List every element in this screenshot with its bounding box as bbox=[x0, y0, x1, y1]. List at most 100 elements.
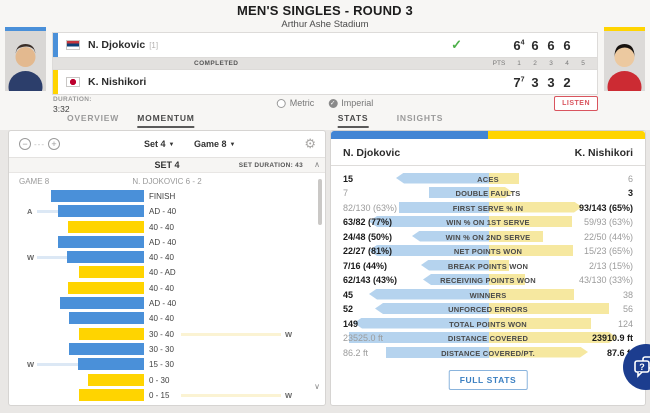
stat-value-p2: 22/50 (44%) bbox=[583, 231, 633, 242]
player1-set-scores: 64 6 6 6 bbox=[487, 38, 591, 53]
set-selector-label: Set 4 bbox=[144, 139, 166, 149]
stat-value-p2: 59/93 (63%) bbox=[583, 217, 633, 227]
momentum-bar-p1 bbox=[51, 190, 144, 202]
momentum-chart: FINISH AD - 40 A 40 - 40 AD - 40 40 - 40 W 40 -… bbox=[9, 189, 325, 405]
stat-value-p1: 45 bbox=[343, 289, 354, 300]
point-score-label: 40 - 40 bbox=[149, 222, 174, 232]
set-column-label: 3 bbox=[549, 60, 553, 67]
zoom-in-button[interactable] bbox=[48, 138, 60, 150]
stat-bar-p1 bbox=[375, 303, 489, 314]
stat-bar-p1 bbox=[349, 332, 489, 343]
momentum-row: 30 - 30 bbox=[9, 342, 325, 357]
point-score-label: 15 - 30 bbox=[149, 360, 174, 370]
stat-value-p1: 149 bbox=[343, 318, 359, 329]
stat-value-p1: 24/48 (50%) bbox=[343, 231, 393, 242]
momentum-bar-p1 bbox=[69, 312, 144, 325]
momentum-row: FINISH bbox=[9, 189, 325, 204]
momentum-row: 0 - 30 bbox=[9, 373, 325, 388]
marker-winner: W bbox=[285, 329, 293, 339]
momentum-bar-p2 bbox=[79, 327, 144, 340]
stat-value-p2: 124 bbox=[617, 318, 633, 329]
tab-overview[interactable]: OVERVIEW bbox=[66, 113, 120, 123]
stat-bar-p1 bbox=[421, 259, 489, 271]
stat-bar-p2 bbox=[489, 332, 617, 343]
stat-value-p2: 3 bbox=[627, 188, 633, 198]
stat-row: RECEIVING POINTS WON 62/143 (43%) 43/130 (… bbox=[331, 273, 645, 288]
player1-accent-bar bbox=[53, 33, 58, 57]
set-column-label: 2 bbox=[533, 60, 537, 67]
stat-label: WIN % ON 1ST SERVE bbox=[446, 218, 530, 227]
tab-stats[interactable]: STATS bbox=[337, 113, 369, 128]
point-score-label: 40 - 40 bbox=[149, 283, 174, 293]
scroll-up-icon[interactable] bbox=[314, 160, 320, 169]
momentum-bar-p2 bbox=[68, 281, 144, 294]
marker-winner: W bbox=[27, 253, 35, 263]
stat-row: UNFORCED ERRORS 52 56 bbox=[331, 302, 645, 317]
point-score-label: 0 - 30 bbox=[149, 375, 170, 385]
stat-bar-p2 bbox=[489, 245, 573, 256]
marker-line bbox=[181, 393, 281, 397]
stat-bar-p2 bbox=[489, 317, 591, 329]
japan-flag-icon bbox=[66, 77, 80, 87]
settings-gear-icon[interactable] bbox=[304, 137, 316, 150]
stat-bar-p1 bbox=[386, 346, 489, 358]
stat-bar-p2 bbox=[489, 230, 543, 242]
set-title: SET 4 bbox=[154, 160, 180, 170]
stat-bar-p1 bbox=[429, 187, 489, 198]
momentum-bar-p2 bbox=[79, 266, 144, 279]
set-selector-dropdown[interactable]: Set 4 bbox=[144, 139, 174, 149]
player1-photo bbox=[5, 27, 46, 91]
duration-block: DURATION: 3:32 bbox=[53, 96, 92, 114]
stat-label: ACES bbox=[477, 174, 499, 184]
stat-row: WIN % ON 2ND SERVE 24/48 (50%) 22/50 (44%) bbox=[331, 229, 645, 244]
point-score-label: 40 - 40 bbox=[149, 253, 174, 263]
player1-name: N. Djokovic bbox=[88, 39, 146, 51]
momentum-bar-p2 bbox=[88, 373, 144, 386]
scrollbar-thumb[interactable] bbox=[318, 179, 322, 225]
stat-row: DISTANCE COVERED 23525.0 ft 23910.9 ft bbox=[331, 331, 645, 346]
listen-button[interactable]: LISTEN bbox=[554, 96, 598, 111]
player2-row: K. Nishikori 77 3 3 2 bbox=[52, 69, 598, 95]
full-stats-button[interactable]: FULL STATS bbox=[448, 370, 528, 390]
momentum-row: AD - 40 A bbox=[9, 204, 325, 219]
point-score-label: FINISH bbox=[149, 192, 176, 201]
set-score-cell: 3 bbox=[531, 74, 539, 90]
stats-topbar-p1 bbox=[331, 131, 488, 139]
metric-option[interactable]: Metric bbox=[276, 98, 314, 108]
stat-label: UNFORCED ERRORS bbox=[448, 305, 528, 314]
pts-cell bbox=[487, 38, 511, 53]
stat-value-p1: 15 bbox=[343, 173, 354, 184]
stat-label: DISTANCE COVERED/PT. bbox=[441, 348, 535, 358]
set-score-cell: 6 bbox=[547, 37, 555, 53]
tiebreak-score: 7 bbox=[520, 76, 525, 84]
stat-value-p2: 56 bbox=[622, 304, 633, 314]
stat-value-p1: 7/16 (44%) bbox=[343, 260, 388, 271]
stats-topbar bbox=[331, 131, 645, 139]
point-score-label: 40 - 40 bbox=[149, 314, 174, 324]
set-score-cell: 2 bbox=[563, 74, 571, 90]
imperial-option[interactable]: Imperial bbox=[328, 98, 373, 108]
stat-value-p2: 2/13 (15%) bbox=[588, 260, 633, 271]
zoom-out-button[interactable] bbox=[19, 138, 31, 150]
stat-row: DOUBLE FAULTS 7 3 bbox=[331, 186, 645, 201]
tab-momentum[interactable]: MOMENTUM bbox=[137, 113, 195, 128]
stat-value-p1: 86.2 ft bbox=[343, 347, 369, 358]
player1-color-strip bbox=[5, 27, 46, 31]
scroll-down-icon[interactable] bbox=[314, 382, 320, 391]
stat-bar-p2 bbox=[489, 187, 513, 198]
stat-value-p1: 22/27 (81%) bbox=[343, 246, 393, 256]
serbia-flag-icon bbox=[66, 40, 80, 50]
momentum-bar-p1 bbox=[69, 342, 144, 355]
tab-insights[interactable]: INSIGHTS bbox=[396, 113, 444, 123]
stat-row: NET POINTS WON 22/27 (81%) 15/23 (65%) bbox=[331, 244, 645, 259]
game-selector-dropdown[interactable]: Game 8 bbox=[194, 139, 235, 149]
stat-value-p1: 62/143 (43%) bbox=[343, 275, 398, 285]
stat-row: TOTAL POINTS WON 149 124 bbox=[331, 316, 645, 331]
set-column-label: 1 bbox=[517, 60, 521, 67]
duration-label: DURATION: bbox=[53, 96, 92, 103]
set-column-label: 5 bbox=[581, 60, 585, 67]
player1-seed: [1] bbox=[149, 40, 159, 50]
stat-label: WINNERS bbox=[469, 290, 507, 300]
stat-row: WIN % ON 1ST SERVE 63/82 (77%) 59/93 (63%) bbox=[331, 215, 645, 230]
